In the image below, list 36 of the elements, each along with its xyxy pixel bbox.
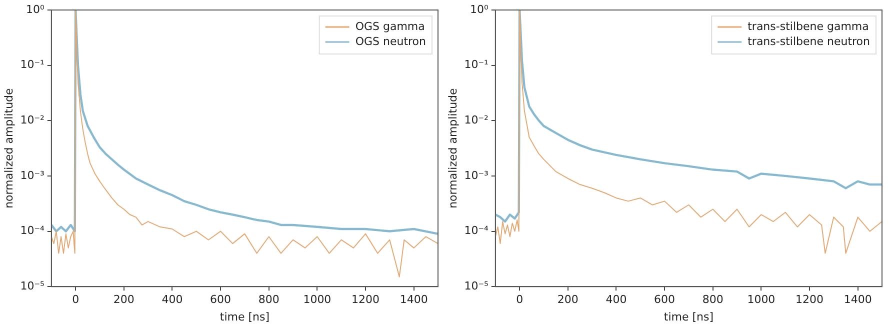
y-tick-label: 10⁻¹ xyxy=(20,58,44,72)
x-axis-title: time [ns] xyxy=(664,310,714,324)
y-tick-label: 10⁻⁴ xyxy=(20,224,45,238)
legend-label: trans-stilbene gamma xyxy=(748,20,869,33)
y-axis-title: normalized amplitude xyxy=(2,88,16,208)
y-tick-label: 10⁰ xyxy=(26,2,45,16)
x-tick-label: 400 xyxy=(162,293,183,306)
x-tick-label: 1000 xyxy=(303,293,332,306)
x-tick-label: 1200 xyxy=(352,293,380,306)
y-axis-title: normalized amplitude xyxy=(446,88,460,208)
y-tick-label: 10⁻³ xyxy=(20,168,44,182)
x-tick-label: 0 xyxy=(72,293,80,306)
x-tick-label: 1400 xyxy=(844,293,872,306)
x-tick-label: 1400 xyxy=(400,293,428,306)
x-tick-label: 0 xyxy=(516,293,524,306)
legend-label: trans-stilbene neutron xyxy=(748,34,870,48)
x-tick-label: 1000 xyxy=(747,293,776,306)
x-tick-label: 600 xyxy=(210,293,232,306)
y-tick-label: 10⁻¹ xyxy=(464,58,488,72)
y-tick-label: 10⁻⁴ xyxy=(464,224,489,238)
y-tick-label: 10⁻² xyxy=(20,114,44,126)
y-tick-label: 10⁻⁵ xyxy=(20,279,44,292)
y-tick-label: 10⁻² xyxy=(464,114,488,126)
x-tick-label: 400 xyxy=(606,293,627,306)
x-tick-label: 800 xyxy=(258,293,280,306)
x-tick-label: 1200 xyxy=(796,293,824,306)
x-tick-label: 200 xyxy=(113,293,134,306)
y-tick-label: 10⁻⁵ xyxy=(464,279,488,292)
y-tick-label: 10⁰ xyxy=(470,2,489,16)
x-tick-label: 200 xyxy=(557,293,578,306)
y-tick-label: 10⁻³ xyxy=(464,168,488,182)
x-tick-label: 800 xyxy=(702,293,724,306)
x-tick-label: 600 xyxy=(654,293,676,306)
legend-label: OGS gamma xyxy=(355,20,425,33)
legend-label: OGS neutron xyxy=(355,34,426,48)
x-axis-title: time [ns] xyxy=(220,310,270,324)
